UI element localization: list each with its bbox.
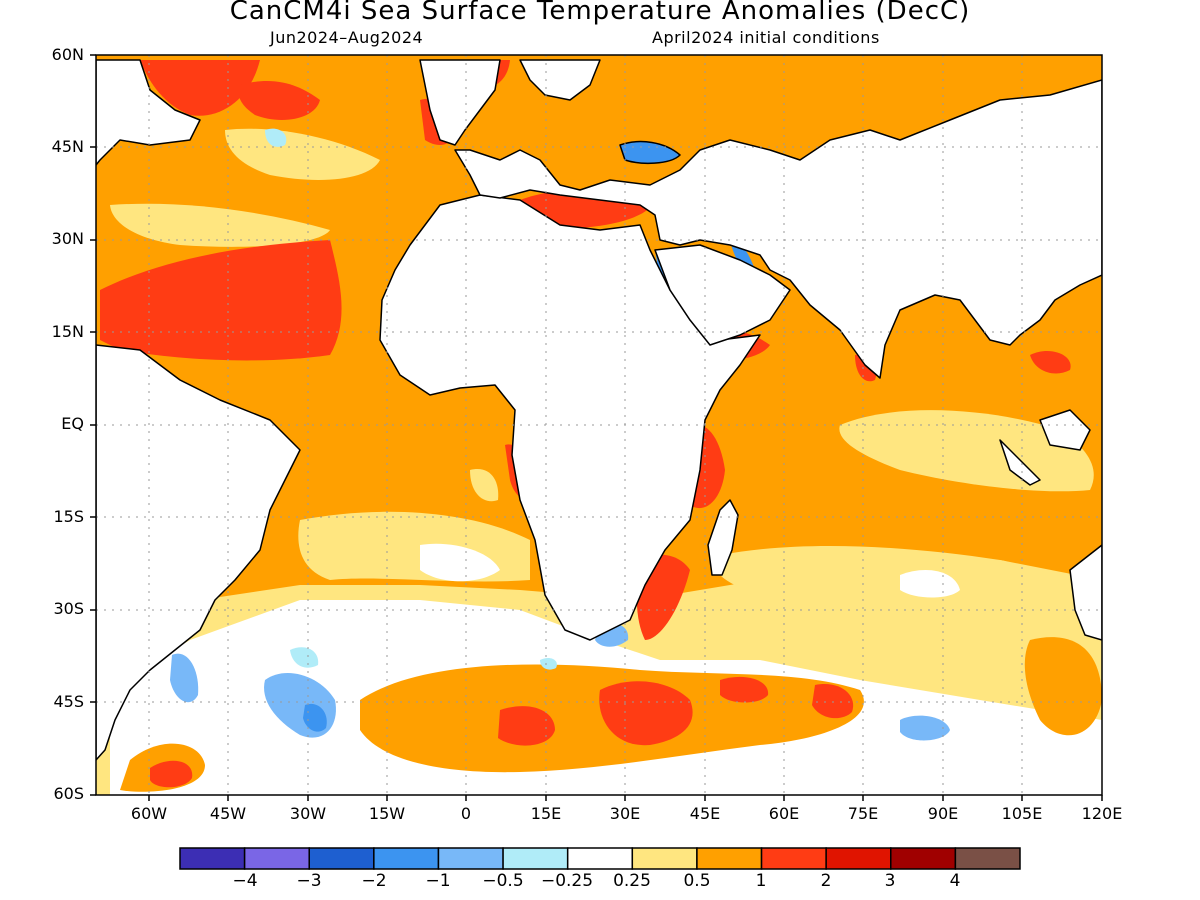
labrador-strong-anomaly (140, 60, 260, 116)
scandinavia (519, 59, 601, 101)
colorbar (179, 847, 1021, 870)
lat-label-15s: 15S (53, 507, 84, 526)
colorbar-swatch (437, 847, 504, 870)
lat-label-60s: 60S (53, 784, 84, 803)
lat-label-eq: EQ (61, 414, 84, 433)
borneo (1039, 409, 1091, 451)
lat-label-45s: 45S (53, 692, 84, 711)
lon-label-15e: 15E (530, 804, 562, 823)
lon-label-30e: 30E (609, 804, 641, 823)
southern-strong-anomaly-2 (498, 706, 555, 746)
colorbar-label-neg2: −2 (361, 871, 387, 891)
weak-positive-mid-atlantic (225, 128, 380, 180)
southern-positive-east (1024, 637, 1102, 736)
lon-label-60w: 60W (130, 804, 168, 823)
western-europe (419, 59, 501, 146)
forecast-period: Jun2024–Aug2024 (270, 28, 424, 47)
lat-label-30n: 30N (51, 229, 84, 248)
weak-negative-south-atlantic (290, 647, 319, 668)
colorbar-label-3: 3 (884, 871, 896, 891)
weak-positive-gulf-of-guinea (470, 469, 499, 502)
colorbar-label-neg3: −3 (296, 871, 322, 891)
colorbar-swatch (696, 847, 763, 870)
colorbar-label-neg1: −1 (425, 871, 451, 891)
eurasia (454, 79, 1102, 379)
tropical-north-atlantic-strong-anomaly (100, 240, 342, 361)
colorbar-label-0-25: 0.25 (613, 871, 651, 891)
lat-label-45n: 45N (51, 137, 84, 156)
colorbar-swatch (825, 847, 892, 870)
land-masses (96, 59, 1102, 761)
north-atlantic-strong-anomaly (238, 80, 320, 120)
weak-negative-mid-atlantic (265, 128, 287, 147)
colorbar-swatch (890, 847, 957, 870)
australia (1069, 544, 1102, 641)
negative-blob-argentina (170, 653, 199, 703)
colorbar-swatch (760, 847, 827, 870)
colorbar-label-neg4: −4 (232, 871, 258, 891)
lon-label-15w: 15W (368, 804, 406, 823)
lat-label-60n: 60N (51, 45, 84, 64)
sumatra (999, 439, 1041, 486)
southern-strong-anomaly-1 (599, 681, 693, 746)
lon-label-45e: 45E (689, 804, 721, 823)
africa (379, 194, 761, 641)
colorbar-label-neg0-25: −0.25 (540, 871, 594, 891)
weak-negative-south-africa (540, 657, 557, 670)
arabia (654, 244, 791, 346)
colorbar-label-4: 4 (949, 871, 961, 891)
lat-label-15n: 15N (51, 322, 84, 341)
lon-label-30w: 30W (289, 804, 327, 823)
graticule (96, 55, 1102, 795)
colorbar-swatch (243, 847, 310, 870)
colorbar-label-2: 2 (820, 871, 832, 891)
colorbar-swatch (566, 847, 634, 870)
colorbar-label-1: 1 (755, 871, 767, 891)
southwest-strong (150, 760, 193, 788)
lon-label-0: 0 (460, 804, 472, 823)
southern-strong-anomaly-4 (812, 684, 854, 719)
lat-label-30s: 30S (53, 599, 84, 618)
colorbar-swatch (179, 847, 246, 870)
initial-conditions: April2024 initial conditions (652, 28, 880, 47)
madagascar (707, 499, 739, 576)
map-title: CanCM4i Sea Surface Temperature Anomalie… (229, 0, 971, 26)
colorbar-label-neg0-5: −0.5 (482, 871, 524, 891)
axis-ticks (90, 54, 1103, 801)
negative-blob-indian-south (900, 715, 950, 741)
neutral-south-atlantic (420, 543, 500, 582)
south-china-sea-strong-anomaly (1030, 350, 1071, 374)
colorbar-label-0-5: 0.5 (683, 871, 711, 891)
lon-label-90e: 90E (927, 804, 959, 823)
north-america (96, 59, 201, 166)
black-sea-outline (619, 140, 681, 165)
colorbar-swatch (502, 847, 569, 870)
weak-positive-subtropical-atlantic (110, 203, 330, 247)
lon-label-120e: 120E (1081, 804, 1123, 823)
neutral-south-indian (900, 570, 960, 598)
lon-label-75e: 75E (847, 804, 879, 823)
lon-label-105e: 105E (1001, 804, 1043, 823)
lon-label-60e: 60E (768, 804, 800, 823)
colorbar-swatch (308, 847, 375, 870)
colorbar-swatch (954, 847, 1021, 870)
colorbar-swatch (631, 847, 698, 870)
south-america (96, 344, 301, 761)
negative-blob-south-atlantic-core (303, 703, 327, 732)
colorbar-swatch (373, 847, 440, 870)
southern-strong-anomaly-3 (720, 676, 769, 703)
lon-label-45w: 45W (209, 804, 247, 823)
